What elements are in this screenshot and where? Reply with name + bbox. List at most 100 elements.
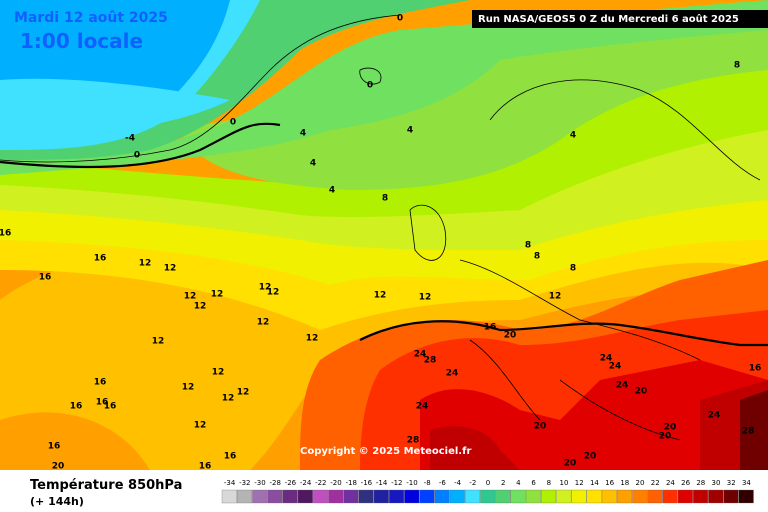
- contour-label: 24: [414, 350, 427, 360]
- temperature-field: [0, 0, 768, 470]
- contour-label: 16: [484, 323, 497, 333]
- scale-swatch: [708, 489, 724, 504]
- contour-label: 16: [96, 398, 109, 408]
- contour-label: 24: [616, 381, 629, 391]
- contour-label: 12: [259, 283, 272, 293]
- contour-label: 12: [184, 292, 197, 302]
- scale-label: -22: [315, 479, 326, 487]
- scale-label: 12: [575, 479, 584, 487]
- contour-label: 0: [134, 151, 140, 161]
- scale-label: -12: [391, 479, 402, 487]
- scale-swatch: [601, 489, 617, 504]
- scale-swatch: [237, 489, 253, 504]
- contour-label: 16: [39, 273, 52, 283]
- contour-label: 12: [194, 302, 207, 312]
- contour-label: 4: [310, 159, 316, 169]
- scale-label: 4: [516, 479, 521, 487]
- scale-label: 16: [605, 479, 614, 487]
- copyright: Copyright © 2025 Meteociel.fr: [300, 446, 471, 457]
- contour-label: 12: [549, 292, 562, 302]
- contour-label: 8: [570, 264, 576, 274]
- contour-label: 16: [104, 402, 117, 412]
- scale-label: -26: [285, 479, 297, 487]
- time: 1:00 locale: [20, 29, 143, 53]
- contour-label: 12: [222, 394, 235, 404]
- heavy-contours: [0, 122, 768, 347]
- contour-label: 20: [659, 432, 672, 442]
- scale-swatch: [252, 489, 268, 504]
- scale-swatch: [571, 489, 587, 504]
- scale-swatch: [495, 489, 511, 504]
- scale-label: -2: [469, 479, 476, 487]
- contour-label: 20: [534, 422, 547, 432]
- contour-label: 24: [446, 369, 459, 379]
- scale-label: 2: [501, 479, 505, 487]
- contour-label: 12: [267, 288, 280, 298]
- contour-label: 24: [708, 411, 721, 421]
- contour-label: 12: [182, 383, 195, 393]
- date: Mardi 12 août 2025: [14, 10, 168, 26]
- scale-swatch: [510, 489, 526, 504]
- scale-swatch: [267, 489, 283, 504]
- contour-label: 12: [374, 291, 387, 301]
- contour-label: 24: [600, 354, 613, 364]
- contour-label: 20: [52, 462, 65, 472]
- scale-label: 32: [727, 479, 736, 487]
- contour-label: 12: [419, 293, 432, 303]
- contour-label: 16: [94, 378, 107, 388]
- contour-label: 20: [564, 459, 577, 469]
- scale-label: 24: [666, 479, 675, 487]
- contour-label: 16: [70, 402, 83, 412]
- scale-swatch: [221, 489, 237, 504]
- scale-swatch: [313, 489, 329, 504]
- scale-label: 34: [742, 479, 751, 487]
- contour-label: -4: [125, 134, 135, 144]
- scale-label: -32: [239, 479, 250, 487]
- contour-label: 16: [0, 229, 11, 239]
- scale-swatch: [632, 489, 648, 504]
- contour-label: 16: [94, 254, 107, 264]
- scale-swatch: [617, 489, 633, 504]
- scale-swatch: [586, 489, 602, 504]
- contour-label: 8: [734, 61, 740, 71]
- legend-title: Température 850hPa: [30, 478, 182, 493]
- scale-label: 26: [681, 479, 690, 487]
- contour-label: 16: [48, 442, 61, 452]
- scale-swatch: [434, 489, 450, 504]
- contour-label: 4: [570, 131, 576, 141]
- scale-swatch: [738, 489, 754, 504]
- scale-swatch: [373, 489, 389, 504]
- coastlines: [0, 14, 761, 441]
- contour-label: 12: [152, 337, 165, 347]
- scale-label: 30: [712, 479, 721, 487]
- scale-label: 6: [531, 479, 536, 487]
- scale-label: 10: [560, 479, 569, 487]
- contour-label: 4: [407, 126, 413, 136]
- contour-label: 20: [664, 423, 677, 433]
- contour-label: 24: [609, 362, 622, 372]
- scale-label: -28: [269, 479, 280, 487]
- scale-swatch: [677, 489, 693, 504]
- scale-label: 14: [590, 479, 599, 487]
- scale-label: -18: [345, 479, 356, 487]
- legend-subtitle: (+ 144h): [30, 495, 84, 508]
- scale-swatch: [343, 489, 359, 504]
- scale-swatch: [662, 489, 678, 504]
- run: Run NASA/GEOS5 0 Z du Mercredi 6 août 20…: [478, 13, 739, 25]
- contour-label: 12: [164, 264, 177, 274]
- scale-label: -14: [376, 479, 388, 487]
- scale-label: 0: [486, 479, 490, 487]
- scale-swatch: [480, 489, 496, 504]
- scale-swatch: [647, 489, 663, 504]
- scale-swatch: [449, 489, 465, 504]
- contour-label: 28: [424, 356, 437, 366]
- scale-label: -4: [454, 479, 462, 487]
- scale-swatch: [693, 489, 709, 504]
- contour-label: 20: [635, 387, 648, 397]
- scale-swatch: [465, 489, 481, 504]
- contour-label: 12: [306, 334, 319, 344]
- contour-label: 4: [329, 186, 335, 196]
- scale-swatch: [389, 489, 405, 504]
- contour-label: 12: [139, 259, 152, 269]
- contour-label: 28: [742, 427, 755, 437]
